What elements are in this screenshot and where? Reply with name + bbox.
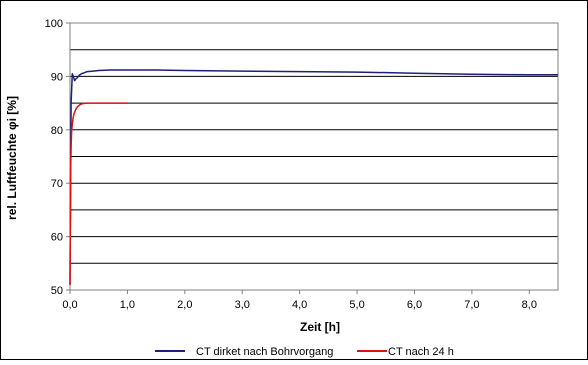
x-tick-label: 8,0	[522, 299, 537, 311]
x-axis-title: Zeit [h]	[300, 320, 340, 334]
y-axis-title: rel. Luftfeuchte φi [%]	[5, 96, 19, 220]
x-tick-label: 0,0	[62, 299, 77, 311]
x-tick-label: 4,0	[292, 299, 307, 311]
x-tick-label: 6,0	[407, 299, 422, 311]
x-tick-label: 3,0	[235, 299, 250, 311]
series-line-2	[69, 102, 128, 285]
gridlines	[70, 49, 558, 264]
x-tick-label: 5,0	[349, 299, 364, 311]
legend-label-2: CT nach 24 h	[388, 346, 454, 358]
legend: CT dirket nach Bohrvorgang CT nach 24 h	[155, 346, 454, 358]
x-tick-label: 1,0	[120, 299, 135, 311]
plot-area-frame	[69, 22, 559, 291]
y-tick-label: 100	[45, 18, 63, 30]
y-tick-label: 90	[51, 71, 63, 83]
x-tick-label: 7,0	[464, 299, 479, 311]
series-lines	[69, 69, 558, 285]
series-line-1	[69, 69, 558, 285]
axis-ticks: 50 60 70 80 90 100 0,0 1,0 2,0 3,0 4,0 5,0 6,0 7,0 8,0	[45, 18, 537, 311]
y-tick-label: 60	[51, 232, 63, 244]
y-tick-label: 70	[51, 178, 63, 190]
y-tick-label: 80	[51, 125, 63, 137]
legend-label-1: CT dirket nach Bohrvorgang	[196, 346, 333, 358]
x-tick-label: 2,0	[177, 299, 192, 311]
y-tick-label: 50	[51, 285, 63, 297]
